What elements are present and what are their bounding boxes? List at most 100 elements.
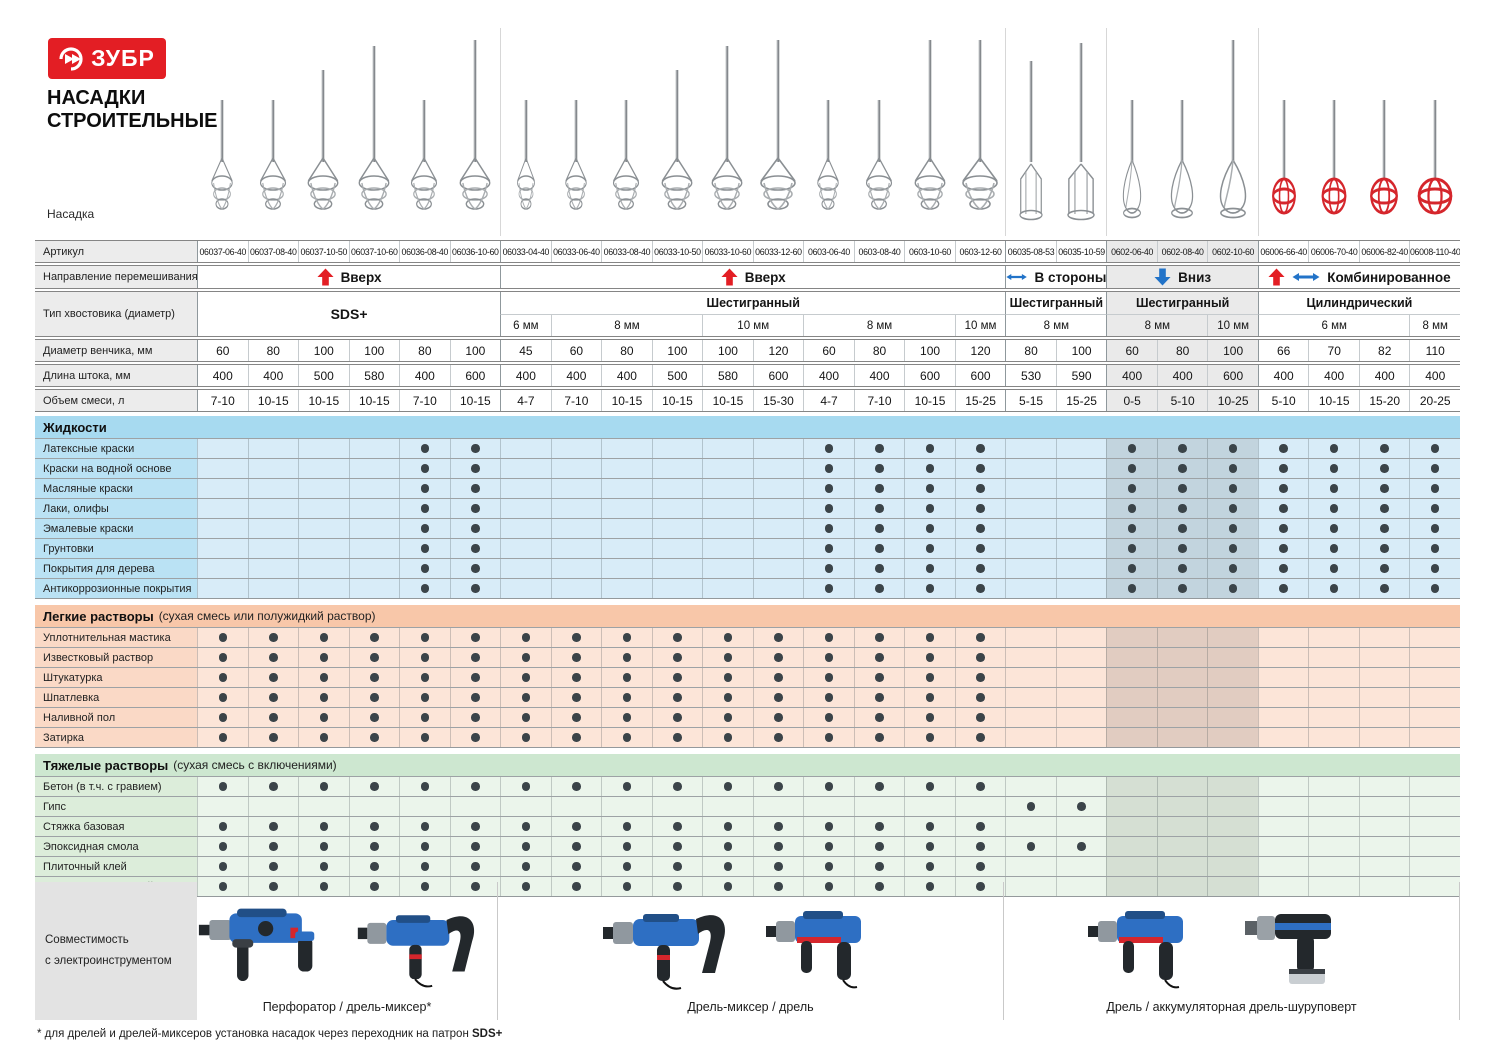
matrix-cell [752, 857, 804, 876]
compatibility-dot [622, 822, 632, 831]
matrix-cell [449, 817, 501, 836]
compatibility-dot [875, 862, 884, 871]
compatibility-dot [976, 822, 985, 831]
compatibility-dot [218, 693, 227, 702]
compatibility-dot [673, 673, 682, 682]
mixer-whisk-image [1067, 43, 1095, 221]
mixer-whisk-image [1219, 40, 1246, 219]
spec-cell: 06006-66-40 [1257, 241, 1309, 262]
mixer-whisk-image [259, 100, 286, 210]
matrix-cell [1055, 459, 1107, 478]
matrix-cell [1257, 579, 1309, 598]
compatibility-dot [521, 733, 531, 742]
spec-cell: 10-15 [904, 390, 955, 411]
spec-row-label: Направление перемешивания [35, 266, 197, 288]
compatibility-dot [622, 713, 632, 722]
matrix-cell [651, 668, 703, 687]
matrix-cell [348, 579, 400, 598]
compatibility-dot [723, 822, 733, 831]
matrix-cell [702, 628, 753, 647]
matrix-cell [550, 579, 602, 598]
compatibility-dot [269, 693, 278, 702]
matrix-cell [651, 708, 703, 727]
matrix-cell [1156, 708, 1208, 727]
compatibility-dot [723, 842, 733, 851]
matrix-cell [1308, 579, 1359, 598]
matrix-cell [1358, 628, 1410, 647]
compatibility-dot [875, 673, 884, 682]
compatibility-dot [1380, 584, 1389, 593]
compatibility-dot [1178, 504, 1187, 513]
compatibility-dot [673, 822, 682, 831]
compatibility-dot [723, 633, 733, 642]
compatibility-dot [269, 653, 278, 662]
shank-size-cell: 6 мм [1257, 314, 1410, 336]
compatibility-dot [269, 673, 278, 682]
matrix-cell [702, 668, 753, 687]
compatibility-dot [875, 504, 884, 513]
matrix-cell [298, 797, 349, 816]
matrix-cell [1358, 439, 1410, 458]
mixer-whisk-image [411, 100, 438, 210]
compatibility-dot [1329, 464, 1339, 473]
compatibility-dot [723, 673, 733, 682]
zubr-arrow-icon [59, 46, 83, 71]
compatibility-dot [976, 693, 985, 702]
matrix-cell [399, 668, 450, 687]
matrix-cell [1055, 628, 1107, 647]
matrix-cell [1207, 777, 1258, 796]
matrix-cell [1156, 479, 1208, 498]
matrix-cell [803, 668, 854, 687]
matrix-cell [1156, 499, 1208, 518]
matrix-cell [803, 797, 854, 816]
matrix-cell [904, 777, 955, 796]
matrix-cell [651, 648, 703, 667]
compatibility-dot [723, 653, 733, 662]
compatibility-dot [673, 693, 682, 702]
compatibility-dot [572, 782, 581, 791]
direction-row: Направление перемешивания Вверх Вверх В сто… [35, 265, 1460, 289]
spec-cell: 06037-08-40 [247, 241, 299, 262]
spec-cell: 10-25 [1207, 390, 1258, 411]
compatibility-dot [1430, 504, 1440, 513]
matrix-cell [1358, 459, 1410, 478]
matrix-cell [1257, 777, 1309, 796]
mixer-column [399, 28, 450, 236]
matrix-cell [247, 459, 299, 478]
spec-cell: 0603-08-40 [853, 241, 905, 262]
shank-size-cell: 8 мм [1005, 314, 1107, 336]
mixer-column [753, 28, 804, 236]
matrix-cell [651, 439, 703, 458]
matrix-cell [1055, 728, 1107, 747]
matrix-cell [1308, 519, 1359, 538]
matrix-cell [449, 837, 501, 856]
matrix-cell [1409, 688, 1460, 707]
section-header: Жидкости [35, 416, 1460, 438]
compatibility-dot [471, 584, 480, 593]
compatibility-dot [471, 733, 480, 742]
matrix-row-label: Эмалевые краски [35, 519, 197, 538]
compatibility-dot [1329, 444, 1339, 453]
matrix-cell [500, 539, 551, 558]
matrix-cell [954, 648, 1006, 667]
matrix-cell [550, 688, 602, 707]
mixer-whisk-image [914, 40, 945, 210]
usage-matrix: Жидкости Латексные краски Краски на водной… [35, 416, 1460, 903]
compatibility-dot [218, 782, 227, 791]
compatibility-dot [925, 484, 935, 493]
mixer-column [1106, 28, 1157, 236]
matrix-row-label: Шпатлевка [35, 688, 197, 707]
matrix-cell [500, 519, 551, 538]
matrix-cell [1207, 877, 1258, 896]
spec-cell: 60 [550, 340, 602, 361]
compatibility-dot [824, 653, 834, 662]
tool-group: Перфоратор / дрель-миксер* [197, 882, 497, 1020]
matrix-cell [348, 797, 400, 816]
matrix-cell [449, 688, 501, 707]
compatibility-dot [319, 882, 329, 891]
matrix-cell [247, 628, 299, 647]
mixer-column [1056, 28, 1107, 236]
matrix-cell [1358, 579, 1410, 598]
matrix-cell [1156, 648, 1208, 667]
matrix-cell [1106, 459, 1157, 478]
